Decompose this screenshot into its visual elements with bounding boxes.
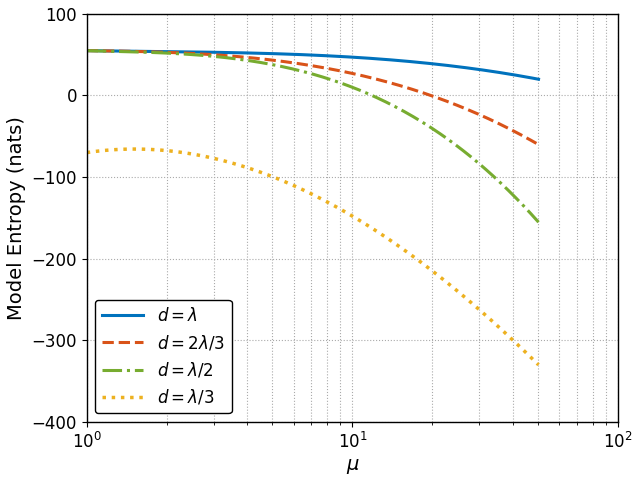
- $d = \lambda/3$: [534, 362, 542, 368]
- Line: $d = 2\lambda/3$: $d = 2\lambda/3$: [87, 51, 538, 144]
- $d = \lambda$: [534, 76, 542, 82]
- $d = \lambda/3$: [352, 215, 360, 221]
- $d = \lambda/3$: [353, 216, 361, 222]
- $d = \lambda/3$: [494, 323, 502, 329]
- $d = 2\lambda/3$: [534, 142, 542, 147]
- $d = \lambda/3$: [84, 149, 92, 155]
- $d = \lambda/3$: [131, 146, 139, 152]
- Y-axis label: Model Entropy (nats): Model Entropy (nats): [7, 116, 26, 320]
- Line: $d = \lambda/3$: $d = \lambda/3$: [87, 149, 538, 365]
- $d = \lambda/2$: [350, 85, 358, 91]
- $d = 2\lambda/3$: [83, 48, 91, 54]
- $d = \lambda/2$: [360, 89, 367, 95]
- $d = \lambda$: [463, 65, 471, 71]
- X-axis label: $\mu$: $\mu$: [346, 457, 360, 476]
- $d = \lambda/2$: [463, 151, 471, 157]
- $d = \lambda/2$: [352, 85, 360, 91]
- $d = \lambda$: [492, 69, 500, 75]
- $d = \lambda/3$: [361, 221, 369, 227]
- $d = 2\lambda/3$: [352, 71, 360, 77]
- $d = \lambda$: [360, 55, 367, 61]
- $d = \lambda/2$: [492, 176, 500, 182]
- $d = \lambda$: [352, 55, 360, 60]
- Line: $d = \lambda/2$: $d = \lambda/2$: [87, 51, 538, 222]
- $d = \lambda/2$: [83, 48, 91, 54]
- $d = 2\lambda/3$: [84, 48, 92, 54]
- $d = \lambda/2$: [84, 48, 92, 54]
- $d = 2\lambda/3$: [350, 71, 358, 77]
- $d = 2\lambda/3$: [360, 73, 367, 79]
- $d = \lambda/3$: [83, 150, 91, 156]
- Legend: $d = \lambda$, $d = 2\lambda/3$, $d = \lambda/2$, $d = \lambda/3$: $d = \lambda$, $d = 2\lambda/3$, $d = \l…: [95, 300, 232, 413]
- Line: $d = \lambda$: $d = \lambda$: [87, 51, 538, 79]
- $d = \lambda/3$: [465, 298, 473, 304]
- $d = \lambda$: [83, 48, 91, 54]
- $d = \lambda/2$: [534, 219, 542, 225]
- $d = \lambda$: [84, 48, 92, 54]
- $d = \lambda$: [350, 55, 358, 60]
- $d = 2\lambda/3$: [463, 107, 471, 113]
- $d = 2\lambda/3$: [492, 119, 500, 125]
